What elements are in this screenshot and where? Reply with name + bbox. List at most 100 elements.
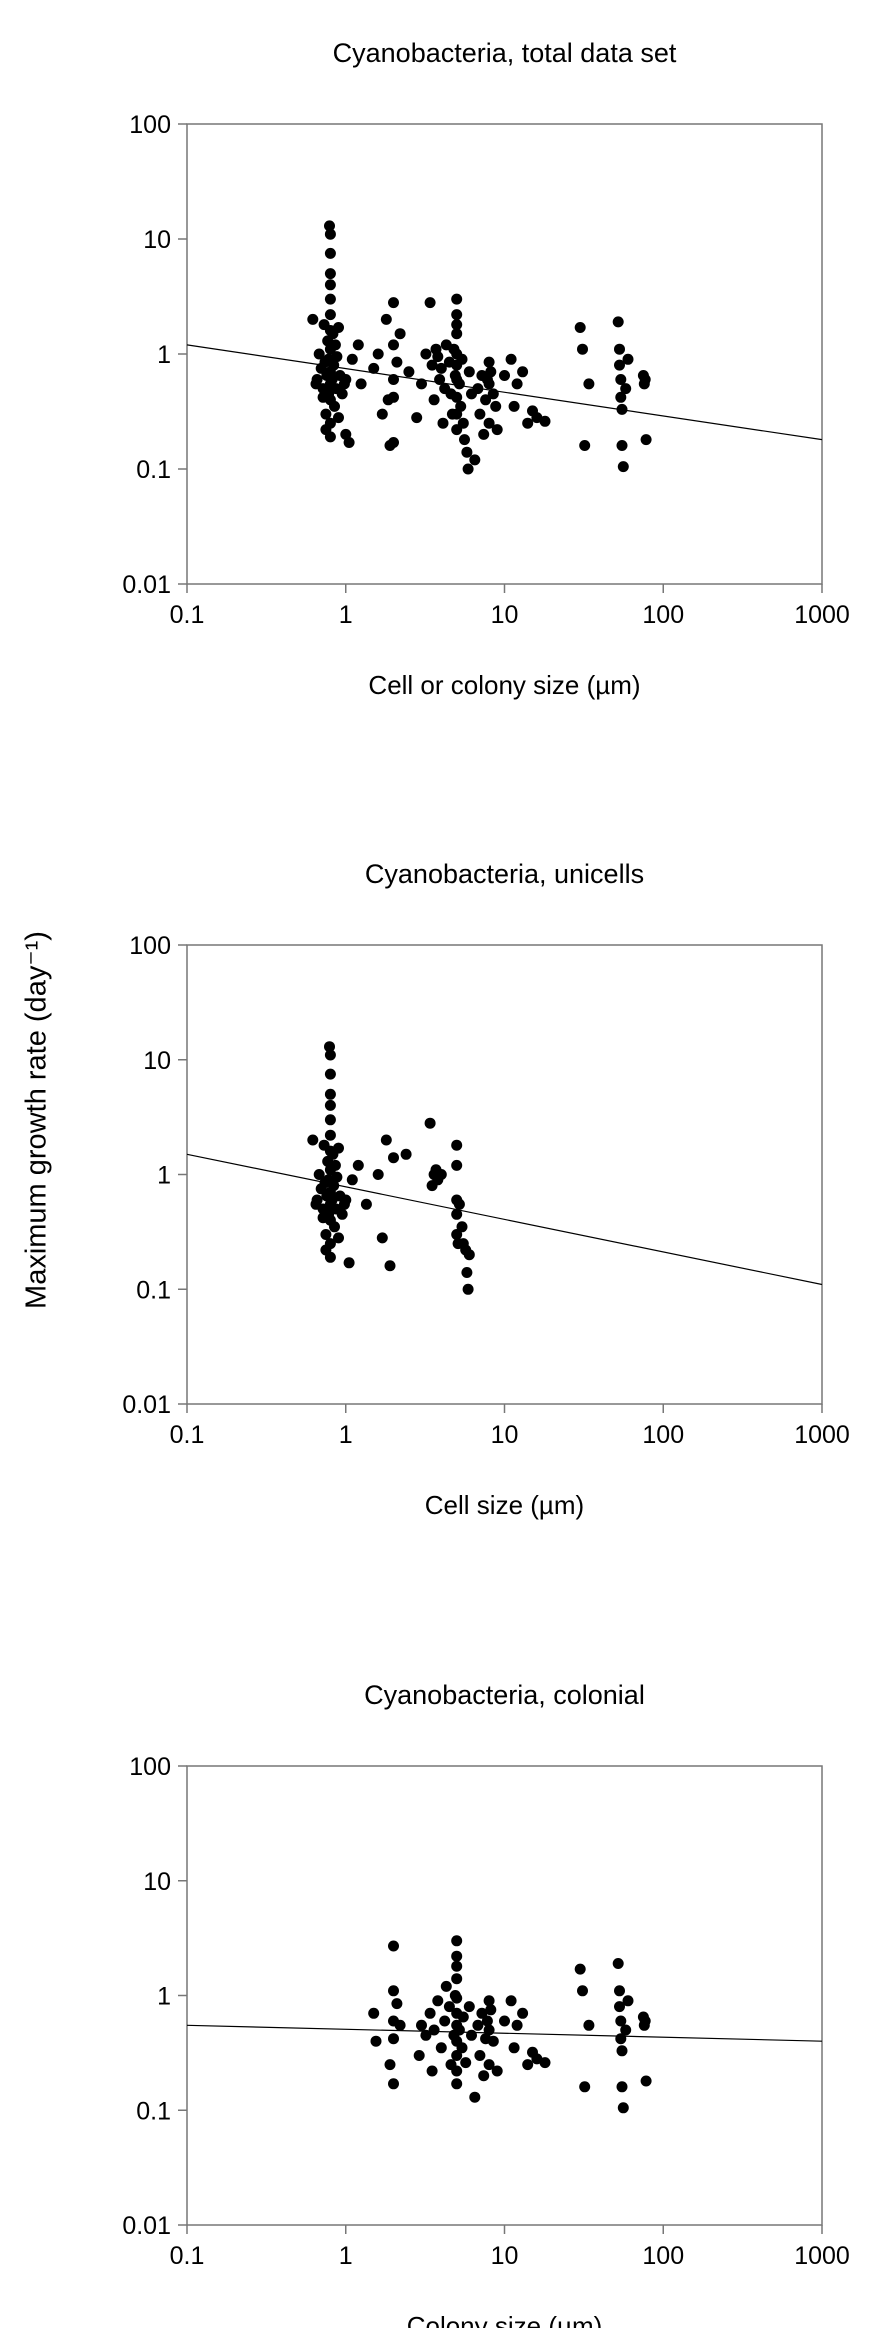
data-point — [372, 1169, 384, 1180]
data-point — [360, 1198, 372, 1210]
x-tick-label: 1000 — [794, 1421, 850, 1449]
data-point — [574, 1963, 586, 1975]
data-point — [614, 2001, 625, 2013]
data-point — [505, 1995, 517, 2007]
x-tick-label: 0.1 — [170, 601, 205, 629]
data-point — [485, 2004, 497, 2016]
data-point — [333, 322, 344, 333]
data-point — [331, 1171, 343, 1183]
data-point — [324, 1041, 335, 1053]
data-point — [432, 351, 444, 363]
data-point — [376, 1232, 388, 1244]
data-point — [420, 2029, 432, 2041]
data-point — [311, 374, 323, 385]
data-point — [499, 2015, 510, 2027]
data-point — [640, 2075, 652, 2087]
data-point — [376, 408, 388, 420]
data-point — [391, 356, 403, 368]
data-point — [614, 1985, 625, 1997]
data-point — [577, 343, 588, 355]
y-tick-label: 10 — [143, 1868, 171, 1896]
data-point — [505, 353, 517, 365]
data-point — [487, 2035, 499, 2047]
data-point — [352, 339, 364, 351]
y-tick-label: 10 — [143, 226, 171, 254]
data-point — [451, 391, 463, 403]
data-point — [388, 391, 399, 403]
data-point — [388, 339, 399, 351]
y-tick-label: 0.01 — [122, 571, 171, 599]
x-tick-label: 0.1 — [170, 2242, 205, 2270]
data-point — [324, 268, 336, 280]
data-point — [517, 2007, 529, 2019]
y-tick-label: 0.01 — [122, 1391, 171, 1419]
data-point — [343, 437, 355, 448]
data-point — [451, 2065, 463, 2077]
data-point — [324, 417, 336, 429]
data-point — [480, 394, 492, 406]
data-point — [517, 366, 529, 378]
data-point — [324, 1049, 336, 1061]
data-point — [457, 2011, 469, 2023]
x-tick-label: 100 — [642, 601, 684, 629]
data-point — [466, 2029, 477, 2041]
y-tick-label: 0.1 — [136, 456, 171, 484]
data-point — [462, 463, 474, 475]
data-point — [437, 417, 449, 429]
regression-line — [186, 344, 823, 441]
data-point — [490, 400, 502, 412]
data-point — [472, 383, 484, 395]
data-point — [440, 1980, 452, 1992]
data-point — [388, 374, 399, 385]
x-tick-label: 10 — [491, 601, 519, 629]
data-point — [324, 1068, 336, 1080]
data-point — [324, 309, 336, 321]
data-point — [453, 2024, 465, 2036]
y-tick-label: 0.01 — [122, 2212, 171, 2240]
data-point — [426, 359, 438, 371]
data-point — [459, 434, 470, 446]
data-point — [469, 2091, 481, 2103]
data-point — [451, 1973, 463, 1985]
data-point — [394, 328, 406, 340]
chart-title: Cyanobacteria, total data set — [333, 38, 677, 68]
data-point — [324, 293, 336, 305]
data-point — [352, 1159, 364, 1171]
data-point — [476, 2007, 488, 2019]
data-point — [487, 388, 499, 400]
data-point — [333, 412, 344, 424]
x-axis-label: Cell or colony size (µm) — [368, 670, 640, 700]
data-point — [320, 1229, 332, 1240]
data-point — [539, 415, 551, 427]
y-tick-label: 100 — [129, 111, 171, 139]
data-point — [388, 1940, 399, 1952]
data-point — [324, 1114, 336, 1126]
x-tick-label: 10 — [491, 1421, 519, 1449]
data-point — [462, 1283, 474, 1295]
data-point — [483, 1995, 495, 2007]
data-point — [469, 454, 481, 466]
data-point — [616, 440, 628, 451]
data-point — [333, 1232, 344, 1244]
data-point — [388, 297, 399, 309]
data-point — [451, 1139, 463, 1151]
data-point — [491, 2065, 503, 2077]
y-tick-label: 100 — [129, 932, 171, 960]
data-point — [388, 2033, 399, 2045]
chart-title: Cyanobacteria, colonial — [364, 1680, 645, 1710]
data-point — [391, 1998, 403, 2010]
data-point — [483, 417, 495, 429]
data-point — [574, 322, 586, 333]
data-point — [539, 2057, 551, 2069]
data-point — [368, 2007, 380, 2019]
data-point — [388, 2078, 399, 2090]
data-point — [328, 1180, 340, 1192]
data-point — [451, 1229, 463, 1240]
data-point — [384, 1260, 396, 1272]
y-tick-label: 0.1 — [136, 2097, 171, 2125]
data-point — [456, 2042, 468, 2054]
data-point — [368, 362, 380, 374]
data-point — [400, 1148, 412, 1160]
data-point — [508, 400, 520, 412]
